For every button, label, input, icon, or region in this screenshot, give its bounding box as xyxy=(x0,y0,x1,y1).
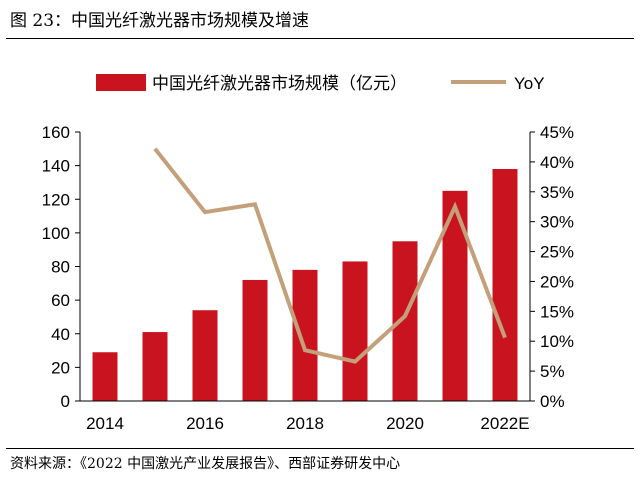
x-axis: 2014 2016 2018 2020 2022E xyxy=(80,400,530,433)
left-tick-label: 40 xyxy=(51,325,70,344)
legend: 中国光纤激光器市场规模（亿元） YoY xyxy=(96,74,545,93)
bar-2014 xyxy=(92,352,118,401)
left-tick-label: 0 xyxy=(61,392,70,411)
right-tick-label: 40% xyxy=(540,153,574,172)
figure-title: 图 23：中国光纤激光器市场规模及增速 xyxy=(10,11,310,31)
x-tick-label: 2016 xyxy=(186,414,224,433)
chart: 中国光纤激光器市场规模（亿元） YoY 0 20 40 60 80 100 120 140 160… xyxy=(42,74,574,433)
bar-2016 xyxy=(192,310,218,401)
left-tick-label: 20 xyxy=(51,358,70,377)
x-tick-label: 2020 xyxy=(386,414,424,433)
legend-bar-label: 中国光纤激光器市场规模（亿元） xyxy=(152,74,407,93)
bar-2015 xyxy=(142,332,168,401)
left-axis: 0 20 40 60 80 100 120 140 160 xyxy=(42,123,81,411)
x-tick-label: 2022E xyxy=(480,414,529,433)
right-tick-label: 5% xyxy=(540,362,565,381)
yoy-line-series xyxy=(153,147,507,364)
right-axis: 0% 5% 10% 15% 20% 25% 30% 35% 40% 45% xyxy=(529,123,574,411)
legend-bar-swatch xyxy=(96,74,146,91)
left-tick-label: 160 xyxy=(42,123,70,142)
yoy-line xyxy=(153,147,507,364)
right-tick-label: 15% xyxy=(540,302,574,321)
right-tick-label: 20% xyxy=(540,272,574,291)
right-tick-label: 0% xyxy=(540,392,565,411)
left-tick-label: 100 xyxy=(42,224,70,243)
right-tick-label: 25% xyxy=(540,243,574,262)
bar-2019 xyxy=(342,261,368,401)
right-tick-label: 35% xyxy=(540,183,574,202)
bar-series xyxy=(92,168,518,401)
bar-2022E xyxy=(492,168,518,401)
left-tick-label: 120 xyxy=(42,190,70,209)
bar-2017 xyxy=(242,279,268,401)
x-tick-label: 2014 xyxy=(86,414,124,433)
x-tick-label: 2018 xyxy=(286,414,324,433)
right-tick-label: 10% xyxy=(540,332,574,351)
bar-2020 xyxy=(392,241,418,401)
source-rule xyxy=(6,448,634,449)
title-rule xyxy=(6,38,634,39)
left-tick-label: 80 xyxy=(51,258,70,277)
bar-2018 xyxy=(292,269,318,401)
figure-source: 资料来源：《2022 中国激光产业发展报告》、西部证券研发中心 xyxy=(10,456,401,472)
legend-line-label: YoY xyxy=(514,74,545,93)
right-tick-label: 45% xyxy=(540,123,574,142)
left-tick-label: 60 xyxy=(51,291,70,310)
right-tick-label: 30% xyxy=(540,213,574,232)
left-tick-label: 140 xyxy=(42,157,70,176)
